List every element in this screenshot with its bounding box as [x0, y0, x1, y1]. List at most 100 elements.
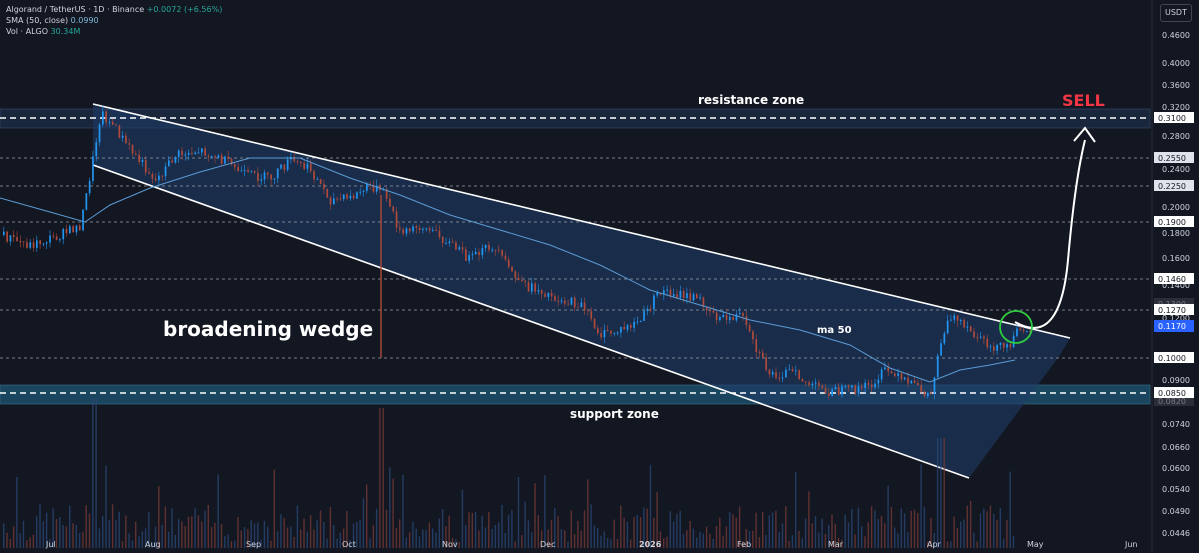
- volume-bar: [158, 486, 160, 548]
- volume-bar: [758, 536, 761, 548]
- level-badge: [1154, 273, 1194, 284]
- candle: [837, 387, 840, 395]
- candle: [98, 124, 101, 143]
- volume-label[interactable]: Vol · ALGO: [6, 27, 49, 36]
- candle: [709, 310, 711, 312]
- volume-bar: [705, 526, 708, 548]
- volume-bar: [993, 513, 995, 548]
- volume-bar: [240, 530, 242, 548]
- volume-bar: [154, 526, 157, 548]
- candle: [22, 241, 25, 243]
- candle: [158, 175, 160, 181]
- candle: [12, 235, 15, 238]
- candle: [573, 297, 576, 308]
- currency-button[interactable]: USDT: [1160, 4, 1192, 22]
- candle: [95, 142, 98, 157]
- candle: [798, 370, 800, 380]
- candle: [342, 194, 345, 200]
- volume-bar: [550, 519, 553, 548]
- volume-bar: [270, 540, 272, 548]
- candle: [745, 316, 748, 326]
- volume-bar: [795, 471, 797, 548]
- candle: [247, 169, 249, 172]
- time-tick-label: Nov: [442, 540, 458, 549]
- volume-bar: [174, 534, 176, 548]
- level-badge: [1154, 112, 1194, 123]
- volume-bar: [547, 529, 549, 548]
- candle: [811, 383, 814, 386]
- candle: [620, 326, 622, 333]
- volume-bar: [969, 500, 972, 548]
- level-badge: [1154, 152, 1194, 163]
- candle: [989, 346, 992, 348]
- volume-bar: [669, 511, 671, 548]
- candle: [705, 306, 708, 311]
- volume-bar: [507, 514, 510, 548]
- candle: [917, 382, 919, 386]
- volume-bar: [712, 538, 714, 548]
- volume-bar: [415, 528, 417, 548]
- price-tick-label: 0.0446: [1162, 529, 1190, 538]
- candle: [890, 371, 893, 374]
- volume-bar: [6, 532, 8, 548]
- candle: [537, 290, 540, 292]
- volume-bar: [719, 517, 721, 548]
- candle: [16, 237, 18, 242]
- volume-bar: [408, 532, 411, 548]
- price-tick-label: 0.2000: [1162, 203, 1190, 212]
- volume-bar: [577, 520, 579, 548]
- volume-bar: [917, 512, 919, 548]
- candle: [191, 152, 193, 155]
- volume-bar: [333, 524, 335, 548]
- candle: [75, 225, 78, 233]
- symbol-line[interactable]: Algorand / TetherUS · 1D · Binance: [6, 5, 145, 14]
- candle: [435, 229, 437, 231]
- volume-bar: [455, 539, 457, 548]
- candle: [276, 168, 279, 179]
- candle: [597, 328, 599, 334]
- volume-bar: [204, 510, 206, 548]
- candle: [468, 255, 470, 261]
- candle: [877, 379, 880, 384]
- volume-bar: [36, 516, 38, 548]
- candle: [729, 316, 731, 320]
- volume-bar: [488, 511, 490, 548]
- volume-bar: [313, 529, 315, 548]
- candle: [39, 240, 41, 245]
- time-tick-label: Apr: [927, 540, 942, 549]
- volume-bar: [323, 521, 325, 548]
- candle: [946, 320, 949, 334]
- volume-bar: [108, 519, 110, 548]
- volume-bar: [342, 528, 345, 548]
- volume-bar: [897, 533, 899, 548]
- volume-bar: [144, 528, 147, 548]
- candle: [36, 240, 38, 248]
- volume-bar: [42, 521, 44, 548]
- candle: [735, 314, 738, 321]
- volume-bar: [399, 519, 401, 548]
- volume-bar: [461, 489, 464, 548]
- volume-bar: [811, 523, 813, 548]
- candle: [1009, 344, 1012, 348]
- volume-bar: [738, 506, 741, 548]
- candle: [29, 242, 32, 248]
- hidden-level-badge: [1154, 298, 1194, 309]
- candle: [49, 235, 51, 243]
- candle: [498, 249, 500, 251]
- candle: [725, 314, 728, 320]
- candle: [752, 331, 754, 340]
- candle: [72, 226, 74, 233]
- candle: [478, 251, 480, 256]
- volume-bar: [135, 521, 137, 548]
- time-tick-label: Mar: [828, 540, 844, 549]
- candle: [818, 382, 820, 386]
- volume-bar: [72, 523, 74, 548]
- sma-label[interactable]: SMA (50, close): [6, 16, 69, 25]
- candle: [540, 290, 543, 294]
- candle: [461, 247, 464, 250]
- candle: [758, 351, 761, 353]
- volume-bar: [748, 530, 751, 548]
- volume-bar: [831, 514, 833, 548]
- candle: [940, 343, 942, 356]
